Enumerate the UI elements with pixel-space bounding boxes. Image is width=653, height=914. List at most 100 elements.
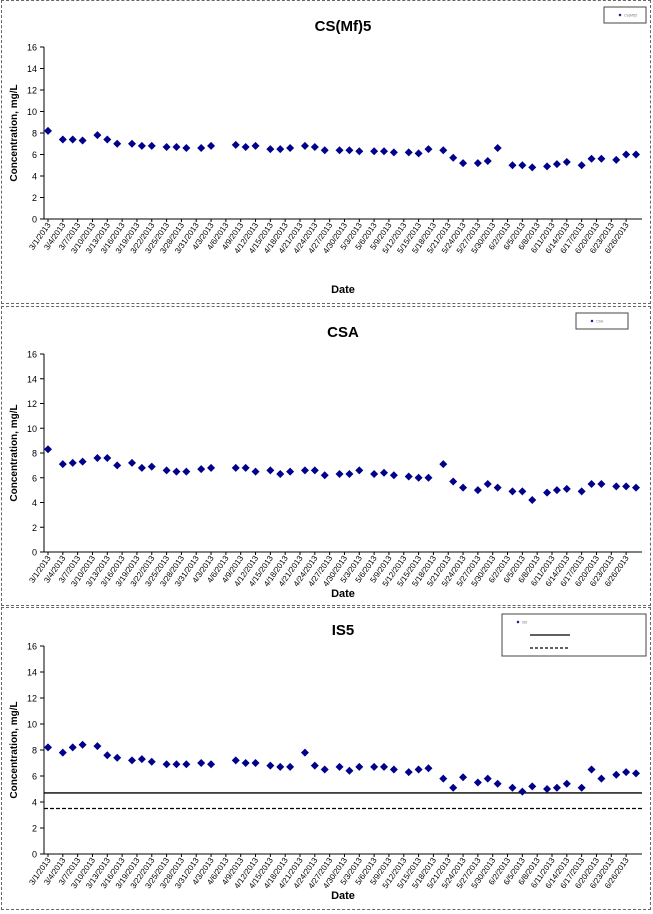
data-point [137, 141, 146, 150]
data-point [93, 131, 102, 140]
data-point [355, 762, 364, 771]
chart-1: CS(Mf)502468101214163/1/20133/4/20133/7/… [9, 6, 647, 296]
data-point [113, 753, 122, 762]
data-point [424, 764, 433, 773]
data-point [632, 769, 640, 778]
data-point [508, 783, 517, 792]
data-point [162, 760, 171, 769]
y-tick-label: 2 [32, 824, 37, 834]
data-point [182, 144, 191, 153]
y-tick-label: 8 [32, 129, 37, 139]
data-point [276, 762, 285, 771]
data-point [310, 142, 319, 151]
data-point [68, 135, 77, 144]
data-point [128, 139, 136, 148]
data-point [197, 144, 206, 153]
data-point [128, 458, 136, 467]
legend-label: CSA [596, 320, 604, 324]
data-point [449, 477, 458, 486]
data-point [622, 482, 631, 491]
x-axis-label: Date [331, 588, 355, 600]
data-point [276, 145, 285, 154]
data-point [266, 466, 275, 475]
y-tick-label: 14 [27, 64, 37, 74]
data-point [128, 756, 136, 765]
y-tick-label: 8 [32, 746, 37, 756]
legend-label: CS(Mf)5 [624, 14, 637, 18]
y-tick-label: 0 [32, 548, 37, 558]
data-point [632, 150, 640, 159]
data-point [380, 468, 388, 477]
data-point [335, 762, 344, 771]
data-point [414, 473, 423, 482]
data-point [78, 740, 87, 749]
data-point [449, 153, 458, 162]
data-point [266, 761, 275, 770]
data-point [231, 140, 240, 149]
data-point [622, 768, 631, 777]
x-axis-label: Date [331, 284, 355, 296]
data-point [103, 135, 112, 144]
y-tick-label: 4 [32, 498, 37, 508]
data-point [103, 453, 112, 462]
data-point [528, 163, 537, 172]
data-point [286, 467, 295, 476]
y-tick-label: 2 [32, 193, 37, 203]
data-point [483, 156, 492, 165]
data-point [103, 751, 112, 760]
data-point [310, 466, 319, 475]
y-axis-label: Concentration, mg/L [9, 404, 20, 501]
data-point [508, 487, 517, 496]
data-point [562, 779, 571, 788]
data-point [147, 757, 156, 766]
data-point [310, 761, 319, 770]
data-point [597, 774, 606, 783]
data-point [370, 762, 379, 771]
data-point [78, 457, 87, 466]
y-axis-label: Concentration, mg/L [9, 701, 20, 798]
data-point [518, 487, 527, 496]
data-point [162, 142, 171, 151]
data-point [137, 463, 146, 472]
data-point [459, 773, 468, 782]
data-point [276, 470, 285, 479]
data-point [404, 768, 413, 777]
data-point [93, 742, 102, 751]
y-tick-label: 14 [27, 374, 37, 384]
data-point [597, 154, 606, 163]
data-point [587, 765, 596, 774]
data-point [439, 146, 448, 155]
data-point [439, 460, 448, 469]
data-point [552, 783, 561, 792]
data-point [449, 783, 458, 792]
data-point [518, 161, 527, 170]
chart-title: CSA [327, 324, 359, 341]
data-point [44, 743, 52, 752]
data-point [241, 759, 250, 767]
data-point [58, 135, 67, 144]
y-tick-label: 16 [27, 642, 37, 652]
data-point [473, 159, 482, 168]
data-point [172, 760, 181, 769]
data-point [137, 755, 146, 764]
y-tick-label: 12 [27, 694, 37, 704]
data-point [345, 470, 354, 479]
data-point [459, 483, 468, 492]
data-point [483, 774, 492, 783]
data-point [473, 486, 482, 495]
data-point [562, 484, 571, 493]
data-point [483, 479, 492, 488]
data-point [612, 482, 621, 491]
y-tick-label: 16 [27, 43, 37, 53]
data-point [207, 760, 216, 769]
chart-title: CS(Mf)5 [315, 18, 372, 35]
data-point [68, 458, 77, 467]
legend-label: IS5 [522, 621, 527, 625]
data-point [162, 466, 171, 475]
data-point [518, 787, 527, 796]
x-axis-label: Date [331, 890, 355, 902]
data-point [389, 148, 398, 157]
data-point [44, 126, 52, 135]
legend-box [575, 312, 629, 330]
data-point [251, 467, 260, 476]
